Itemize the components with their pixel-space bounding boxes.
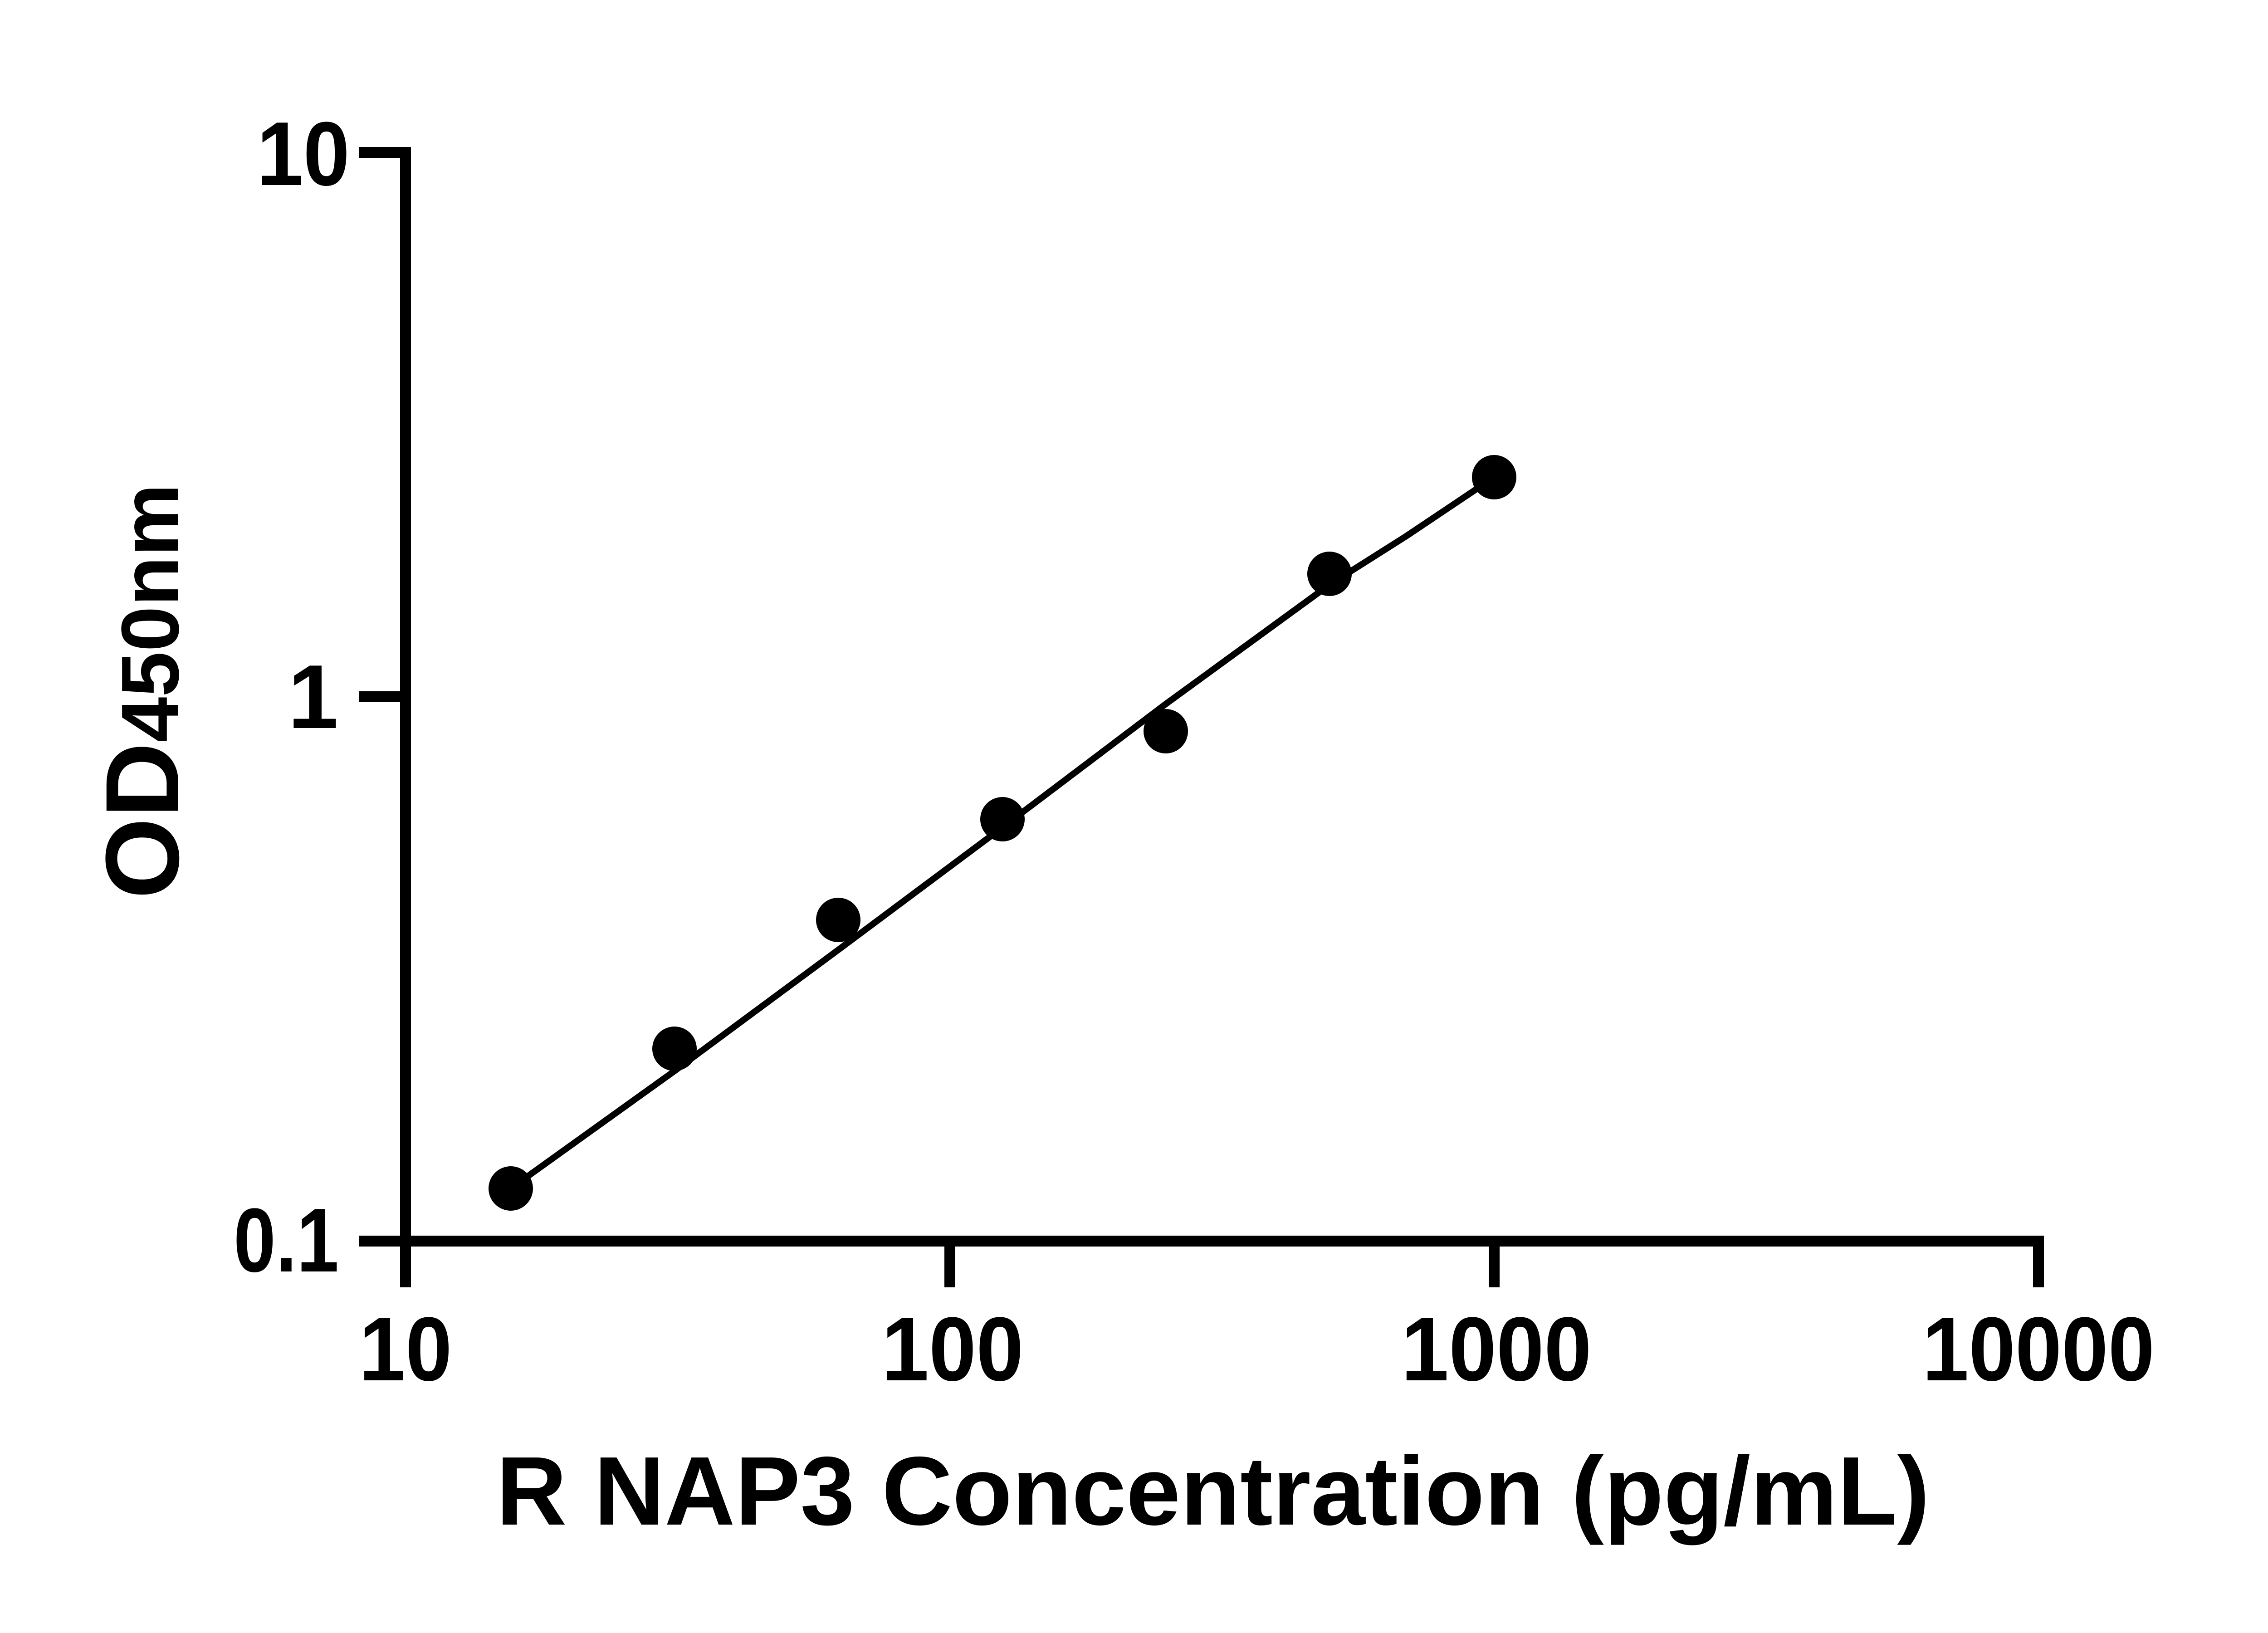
svg-text:R NAP3 Concentration (pg/mL): R NAP3 Concentration (pg/mL) [496, 1436, 1930, 1545]
svg-text:0.1: 0.1 [234, 1190, 339, 1291]
svg-text:10: 10 [257, 103, 350, 205]
svg-text:1000: 1000 [1401, 1299, 1592, 1400]
svg-text:10000: 10000 [1922, 1299, 2155, 1400]
svg-text:10: 10 [359, 1299, 452, 1400]
svg-text:1: 1 [288, 646, 338, 748]
svg-text:100: 100 [882, 1299, 1024, 1400]
